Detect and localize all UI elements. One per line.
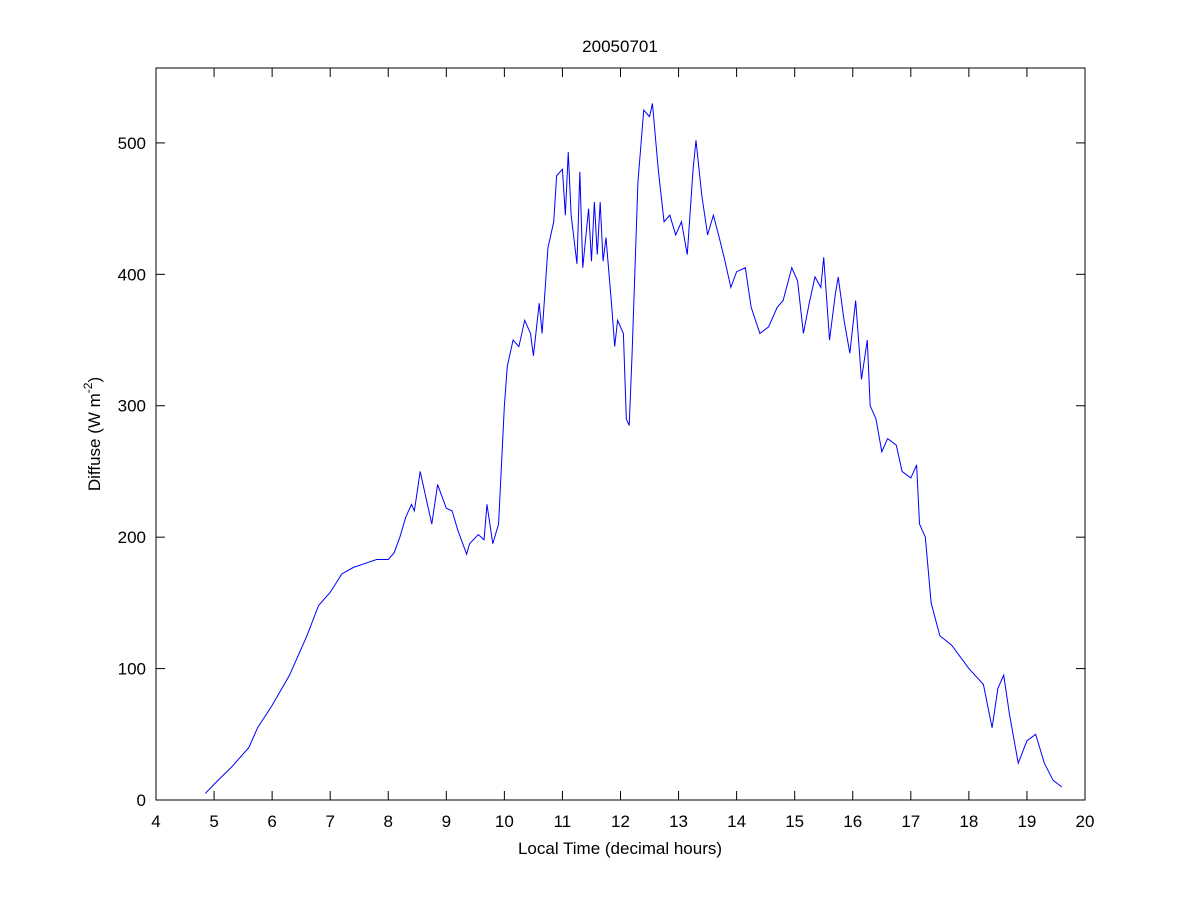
y-tick-label: 200 bbox=[118, 528, 146, 547]
x-tick-label: 17 bbox=[901, 812, 920, 831]
x-axis-label: Local Time (decimal hours) bbox=[518, 839, 722, 858]
y-tick-label: 0 bbox=[137, 791, 146, 810]
x-tick-label: 13 bbox=[669, 812, 688, 831]
x-tick-label: 4 bbox=[151, 812, 160, 831]
x-tick-label: 14 bbox=[727, 812, 746, 831]
y-tick-label: 500 bbox=[118, 134, 146, 153]
x-tick-label: 8 bbox=[384, 812, 393, 831]
x-tick-label: 6 bbox=[267, 812, 276, 831]
y-tick-label: 300 bbox=[118, 397, 146, 416]
x-tick-label: 12 bbox=[611, 812, 630, 831]
x-tick-label: 19 bbox=[1017, 812, 1036, 831]
y-tick-label: 400 bbox=[118, 265, 146, 284]
x-tick-label: 20 bbox=[1076, 812, 1095, 831]
x-tick-label: 11 bbox=[554, 812, 572, 831]
x-tick-label: 18 bbox=[959, 812, 978, 831]
plot-area bbox=[155, 67, 1086, 801]
x-tick-label: 5 bbox=[209, 812, 218, 831]
x-tick-label: 9 bbox=[442, 812, 451, 831]
x-tick-label: 10 bbox=[495, 812, 514, 831]
data-line bbox=[204, 103, 1063, 794]
y-tick-label: 100 bbox=[118, 660, 146, 679]
y-axis-label-sup: -2 bbox=[81, 382, 95, 393]
chart-title: 20050701 bbox=[582, 37, 658, 56]
y-axis-label-text: Diffuse (W m bbox=[85, 393, 104, 491]
x-tick-label: 16 bbox=[843, 812, 862, 831]
y-axis-label-end: ) bbox=[85, 377, 104, 383]
x-tick-label: 7 bbox=[325, 812, 334, 831]
y-axis-label: Diffuse (W m-2) bbox=[81, 377, 104, 491]
x-tick-label: 15 bbox=[785, 812, 804, 831]
